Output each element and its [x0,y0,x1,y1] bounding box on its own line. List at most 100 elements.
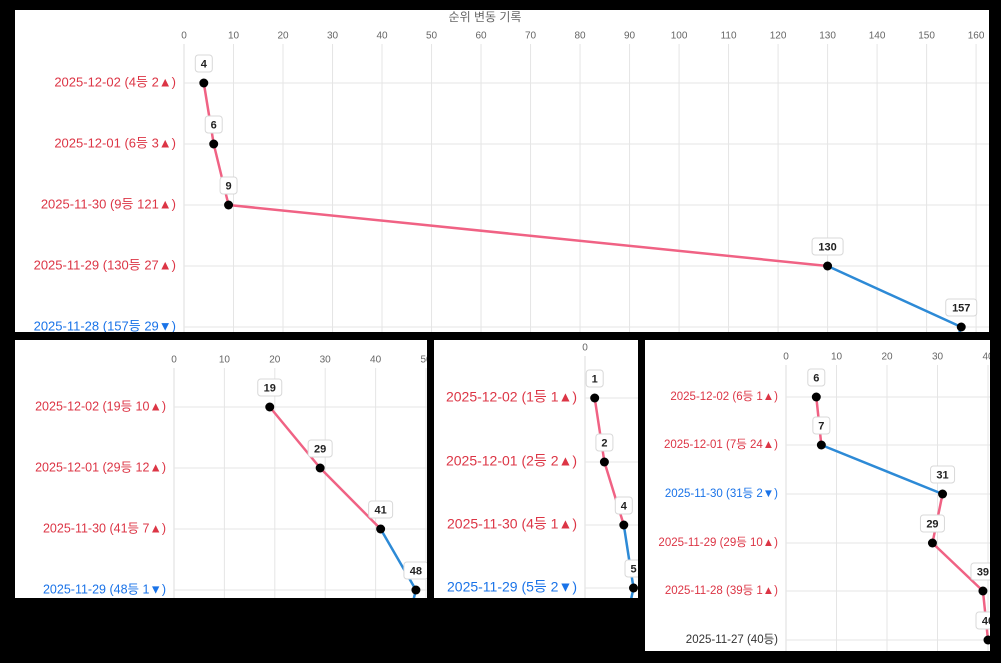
data-point[interactable] [983,635,991,645]
series-line-segment [227,203,829,268]
data-label: 40 [982,615,990,627]
data-label-box [919,514,945,533]
series-line-segment [268,405,322,470]
y-tick-label: 2025-12-02 (1등 1▲) [446,389,577,405]
data-label-box [945,298,978,317]
data-label-box [975,611,990,630]
y-tick-label: 2025-11-28 (39등 1▲) [665,584,778,597]
x-tick-label: 150 [918,31,935,42]
data-label-box [368,500,394,519]
data-label-box [585,369,604,388]
x-tick-label: 20 [881,352,893,363]
rank-chart-panel-4: 0 10 20 30 40 2025-12-02 (6등 1▲) 2025-12-01 (7… [645,340,990,651]
y-tick-label: 2025-12-01 (6등 3▲) [54,135,176,150]
data-point[interactable] [590,393,600,403]
data-point[interactable] [265,402,275,412]
x-tick-label: 0 [783,352,789,363]
data-point[interactable] [199,78,209,88]
x-tick-label: 40 [982,352,990,363]
data-label-box [812,416,831,435]
y-tick-label: 2025-12-02 (19등 10▲) [35,399,166,413]
x-tick-label: 30 [932,352,944,363]
data-point[interactable] [411,585,421,595]
rank-chart-svg: 순위 변동 기록 0 10 20 30 40 50 60 70 80 90 100 110 120 130 1… [34,10,989,332]
data-point[interactable] [315,463,325,473]
y-tick-label: 2025-11-30 (4등 1▲) [447,516,577,532]
data-point[interactable] [978,586,988,596]
data-label: 29 [314,443,326,455]
rank-chart-panel-3: 0 2025-12-02 (1등 1▲) 2025-12-01 (2등 2▲) 202… [434,340,638,598]
y-tick-label: 2025-11-30 (31등 2▼) [665,487,778,500]
x-tick-label: 120 [770,31,787,42]
data-label: 19 [264,382,276,394]
x-tick-label: 130 [819,31,836,42]
x-tick-label: 140 [869,31,886,42]
data-label: 157 [952,302,970,314]
data-point[interactable] [599,457,609,467]
x-tick-label: 100 [671,31,688,42]
x-tick-label: 90 [624,31,636,42]
data-label: 4 [621,500,628,512]
y-tick-label: 2025-11-30 (41등 7▲) [43,521,166,535]
data-label: 130 [818,241,836,253]
data-label: 5 [630,563,636,575]
series-line-segment [593,396,606,464]
x-tick-label: 30 [320,355,332,366]
x-tick-label: 10 [219,355,231,366]
data-point[interactable] [811,392,821,402]
y-tick-label: 2025-11-29 (48등 1▼) [43,582,166,596]
series-line-segment [202,81,215,146]
data-point[interactable] [224,200,234,210]
x-tick-label: 160 [968,31,985,42]
y-tick-label: 2025-12-02 (6등 1▲) [670,390,778,403]
data-point[interactable] [629,583,638,593]
data-label-box [970,562,990,581]
x-tick-label: 20 [277,31,289,42]
x-tick-label: 0 [582,343,588,354]
data-point[interactable] [823,261,833,271]
data-point[interactable] [209,139,219,149]
x-tick-label: 0 [181,31,187,42]
data-label: 29 [926,518,938,530]
series-line-segment [379,527,418,592]
x-tick-label: 30 [327,31,339,42]
series-line-segment [931,541,985,593]
series-line-segment [603,460,626,527]
data-label: 48 [410,565,422,577]
series-line-segment [820,443,944,496]
data-point[interactable] [956,322,966,332]
data-point[interactable] [927,538,937,548]
x-tick-label: 10 [228,31,240,42]
data-point[interactable] [816,440,826,450]
data-label-box [624,559,638,578]
data-label-box [930,465,956,484]
data-label-box [204,115,223,134]
y-tick-label: 2025-11-29 (5등 2▼) [447,579,577,595]
y-tick-label: 2025-11-29 (130등 27▲) [34,257,176,272]
x-tick-label: 50 [420,355,427,366]
data-point[interactable] [376,524,386,534]
data-point[interactable] [619,520,629,530]
series-line-segment [212,142,230,207]
y-tick-label: 2025-12-01 (7등 24▲) [664,438,778,451]
y-tick-label: 2025-12-02 (4등 2▲) [54,74,176,89]
data-label: 9 [225,180,231,192]
x-tick-label: 50 [426,31,438,42]
series-line-segment [318,466,382,531]
rank-chart-panel-1: 순위 변동 기록 0 10 20 30 40 50 60 70 80 90 100 110 120 130 1… [15,10,989,332]
x-tick-label: 40 [370,355,382,366]
y-tick-label: 2025-12-01 (29등 12▲) [35,460,166,474]
x-tick-label: 10 [831,352,843,363]
y-tick-label: 2025-11-27 (40등) [686,633,778,646]
rank-chart-svg: 0 10 20 30 40 50 2025-12-02 (19등 10▲) 2025-12-0… [35,355,427,598]
data-label: 2 [601,437,607,449]
data-label: 41 [375,504,387,516]
x-tick-label: 80 [574,31,586,42]
data-label-box [257,378,283,397]
x-tick-label: 40 [376,31,388,42]
data-label: 31 [936,469,948,481]
data-label: 7 [818,420,824,432]
data-point[interactable] [938,489,948,499]
x-tick-label: 60 [475,31,487,42]
x-tick-label: 20 [269,355,281,366]
